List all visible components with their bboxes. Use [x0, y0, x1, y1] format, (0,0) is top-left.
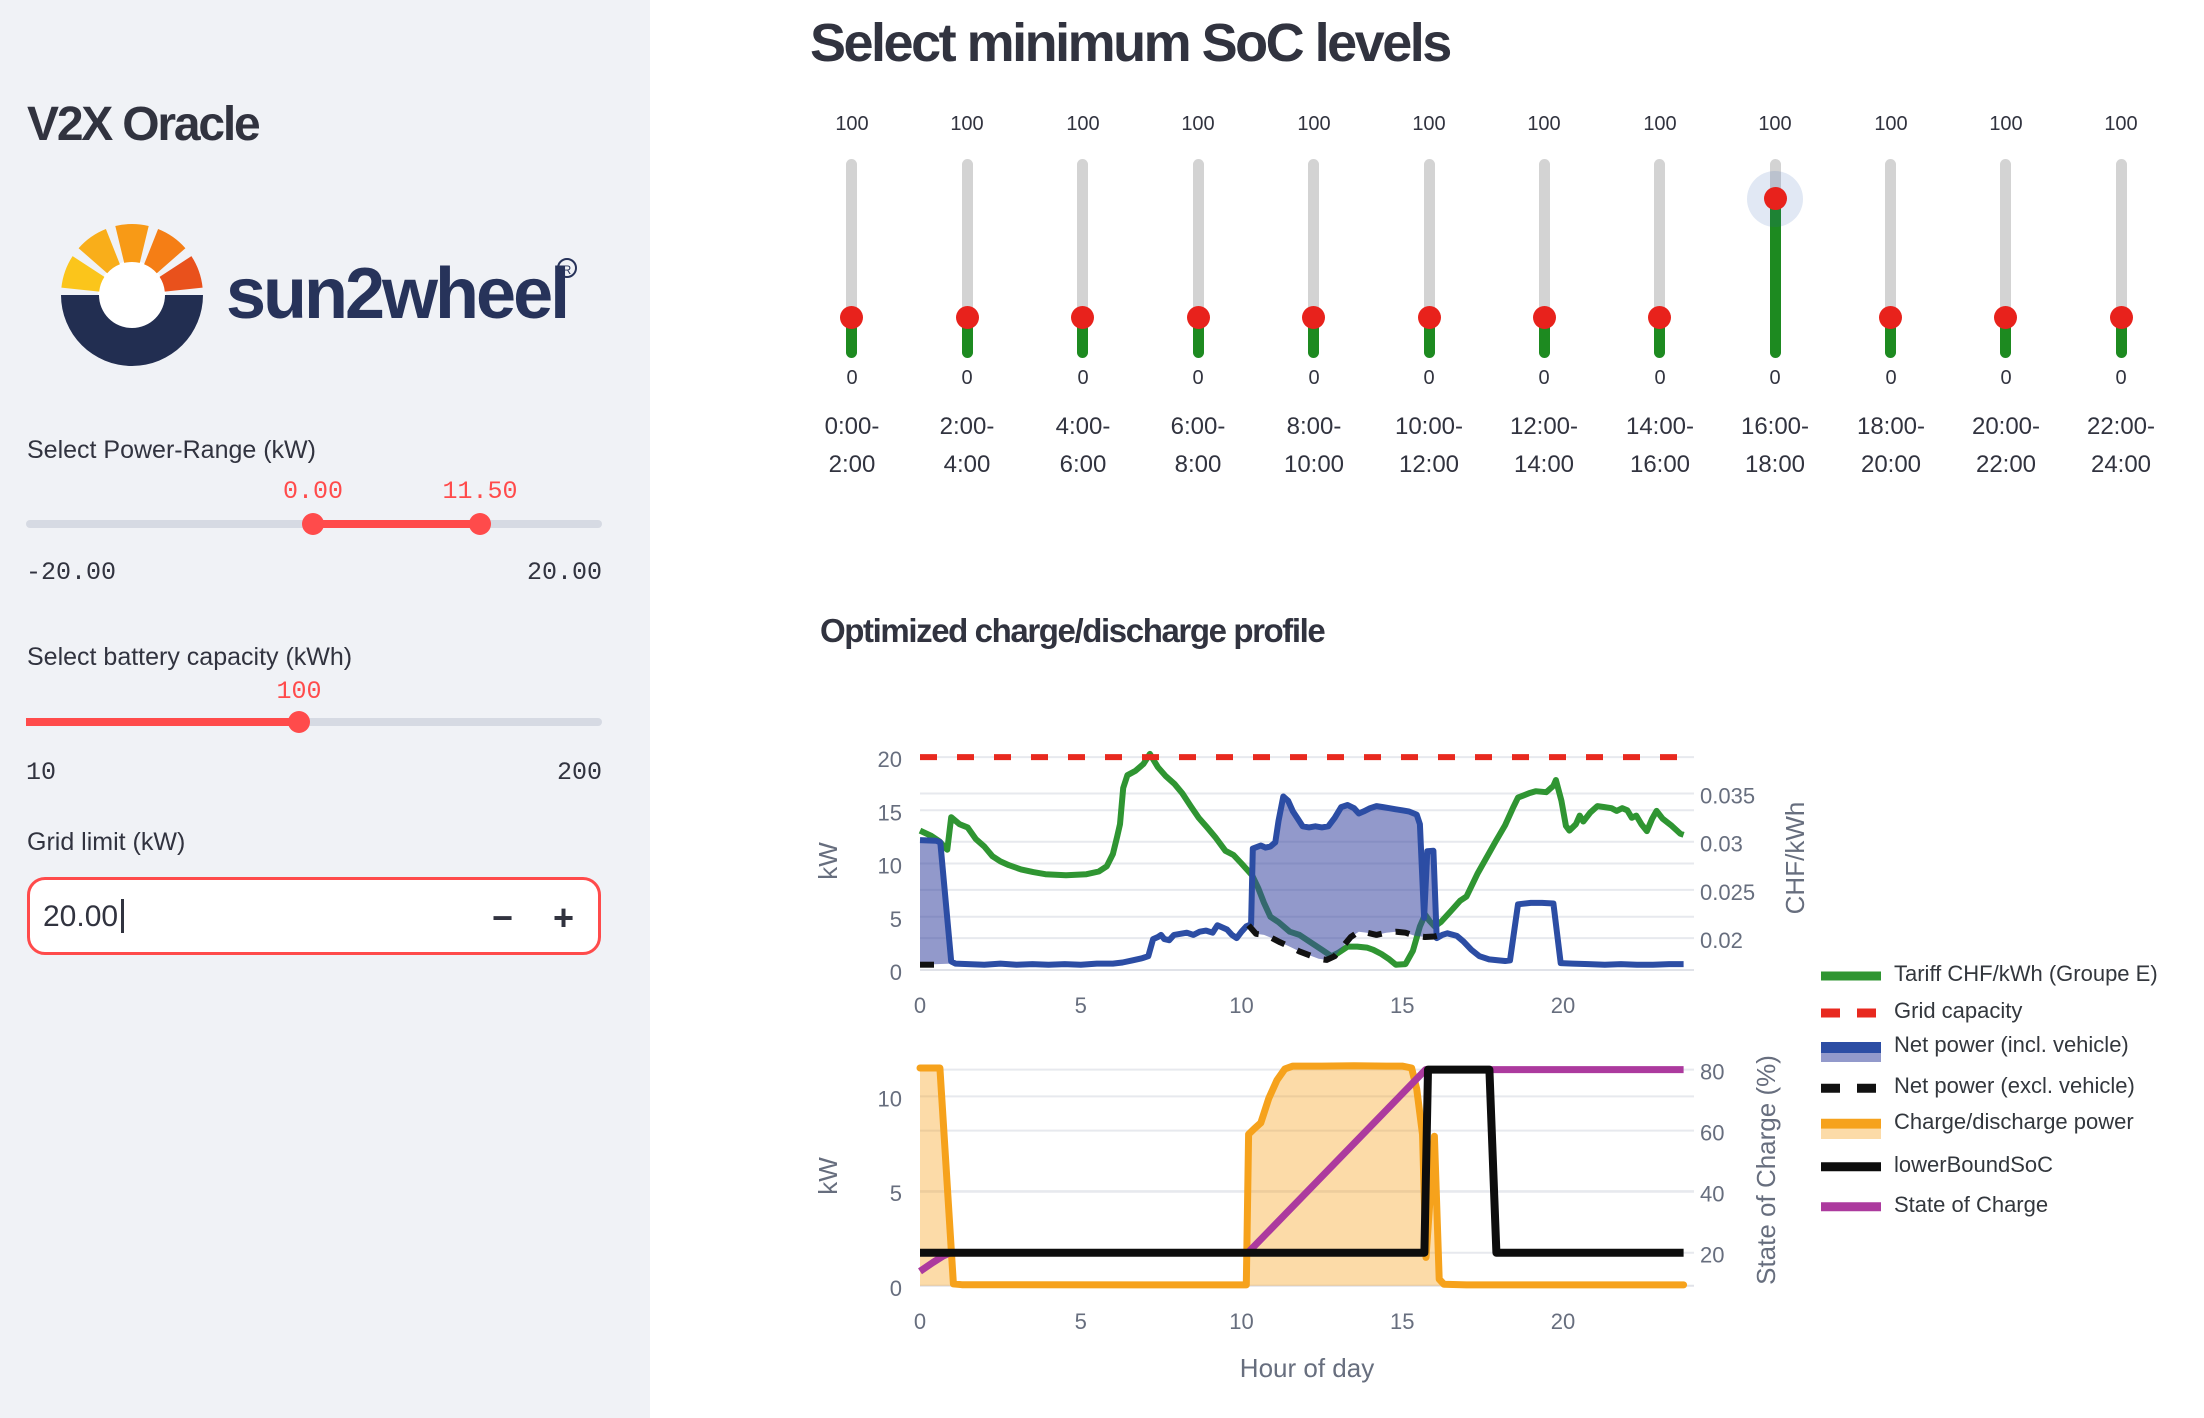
svg-text:10: 10 [1229, 1309, 1253, 1334]
svg-text:R: R [563, 263, 572, 277]
svg-text:State of Charge: State of Charge [1894, 1192, 2048, 1217]
svg-text:20: 20 [1551, 993, 1575, 1018]
svg-text:sun2wheel: sun2wheel [226, 254, 567, 334]
svg-text:Charge/discharge power: Charge/discharge power [1894, 1109, 2134, 1134]
svg-text:0: 0 [890, 1276, 902, 1301]
svg-text:Tariff CHF/kWh (Groupe E): Tariff CHF/kWh (Groupe E) [1894, 961, 2158, 986]
svg-text:10: 10 [878, 854, 902, 879]
svg-text:20: 20 [878, 747, 902, 772]
svg-text:0: 0 [914, 993, 926, 1018]
svg-text:CHF/kWh: CHF/kWh [1780, 802, 1810, 915]
svg-text:15: 15 [1390, 1309, 1414, 1334]
svg-text:20: 20 [1551, 1309, 1575, 1334]
svg-text:10: 10 [1229, 993, 1253, 1018]
svg-text:0: 0 [914, 1309, 926, 1334]
svg-text:15: 15 [1390, 993, 1414, 1018]
svg-text:0.035: 0.035 [1700, 784, 1755, 809]
svg-text:40: 40 [1700, 1182, 1724, 1207]
svg-text:5: 5 [890, 1181, 902, 1206]
svg-text:0.025: 0.025 [1700, 880, 1755, 905]
svg-text:0: 0 [890, 960, 902, 985]
svg-text:kW: kW [813, 842, 843, 880]
svg-text:10: 10 [878, 1086, 902, 1111]
svg-text:Optimized charge/discharge pro: Optimized charge/discharge profile [820, 612, 1325, 649]
svg-text:lowerBoundSoC: lowerBoundSoC [1894, 1152, 2053, 1177]
svg-text:Net power (excl. vehicle): Net power (excl. vehicle) [1894, 1073, 2135, 1098]
svg-text:80: 80 [1700, 1060, 1724, 1085]
svg-text:Hour of day: Hour of day [1240, 1353, 1374, 1383]
svg-text:0.02: 0.02 [1700, 928, 1743, 953]
svg-text:60: 60 [1700, 1121, 1724, 1146]
svg-text:15: 15 [878, 800, 902, 825]
svg-text:Grid capacity: Grid capacity [1894, 998, 2022, 1023]
svg-text:0.03: 0.03 [1700, 832, 1743, 857]
svg-text:State of Charge (%): State of Charge (%) [1751, 1055, 1781, 1285]
svg-text:5: 5 [1075, 993, 1087, 1018]
svg-text:20: 20 [1700, 1243, 1724, 1268]
svg-text:5: 5 [1075, 1309, 1087, 1334]
svg-text:5: 5 [890, 907, 902, 932]
svg-text:kW: kW [813, 1157, 843, 1195]
svg-text:Net power (incl. vehicle): Net power (incl. vehicle) [1894, 1032, 2129, 1057]
